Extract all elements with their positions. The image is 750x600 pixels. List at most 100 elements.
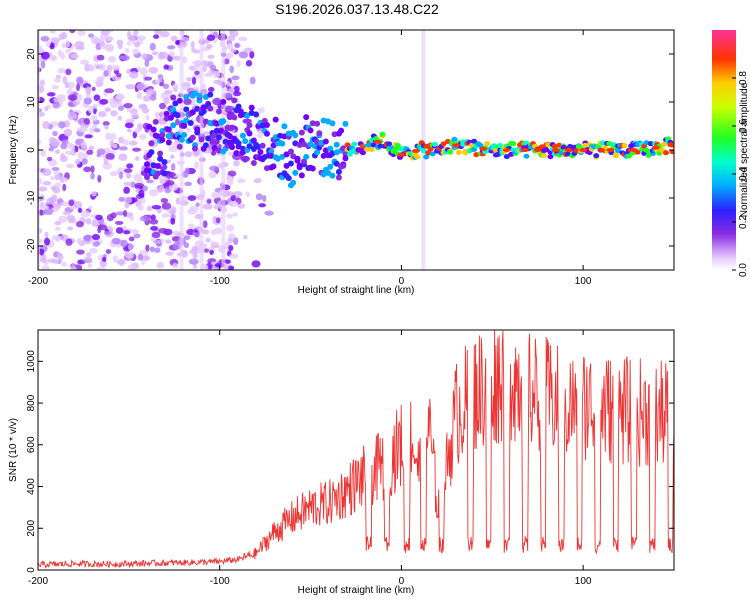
spectrogram-cell bbox=[76, 76, 84, 85]
spectrogram-ridge-cell bbox=[161, 158, 168, 165]
spectrogram-cell bbox=[172, 55, 181, 61]
spectrogram-cell bbox=[230, 81, 239, 86]
spectrogram-cell bbox=[206, 43, 213, 50]
spectrogram-ytick-label: -20 bbox=[26, 238, 37, 253]
spectrogram-ridge-cell bbox=[327, 145, 334, 152]
spectrogram-ridge-cell bbox=[599, 140, 606, 146]
spectrogram-cell bbox=[210, 241, 219, 246]
spectrogram-cell bbox=[52, 101, 60, 109]
snr-frame bbox=[37, 329, 675, 571]
spectrogram-cell bbox=[126, 68, 131, 74]
spectrogram-ridge-cell bbox=[429, 151, 436, 157]
spectrogram-cell bbox=[232, 90, 242, 97]
spectrogram-cell bbox=[46, 92, 56, 97]
spectrogram-cell bbox=[133, 30, 139, 37]
spectrogram-peak bbox=[533, 148, 542, 152]
spectrogram-ridge-cell bbox=[484, 141, 491, 147]
spectrogram-cell bbox=[151, 231, 161, 239]
spectrogram-cell bbox=[40, 60, 46, 69]
spectrogram-ridge-cell bbox=[340, 162, 347, 169]
spectrogram-ridge-cell bbox=[209, 138, 216, 145]
spectrogram-cell bbox=[233, 160, 240, 167]
spectrogram-cell bbox=[165, 239, 172, 244]
spectrogram-ridge-cell bbox=[257, 148, 264, 155]
spectrogram-ridge-cell bbox=[192, 145, 199, 152]
spectrogram-ridge-cell bbox=[226, 114, 233, 121]
spectrogram-cell bbox=[95, 43, 102, 51]
colorbar-gradient bbox=[712, 30, 736, 270]
spectrogram-cell bbox=[109, 132, 117, 141]
spectrogram-cell bbox=[150, 225, 159, 231]
snr-series bbox=[38, 330, 674, 569]
snr-line bbox=[38, 330, 674, 569]
spectrogram-ridge-cell bbox=[246, 130, 253, 137]
spectrogram-ridge-cell bbox=[379, 131, 386, 137]
spectrogram-cell bbox=[159, 30, 170, 38]
spectrogram-cell bbox=[80, 141, 87, 150]
spectrogram-cell bbox=[65, 48, 71, 54]
spectrogram-cell bbox=[191, 47, 196, 53]
spectrogram-cell bbox=[98, 63, 106, 71]
spectrogram-peak bbox=[411, 148, 420, 153]
spectrogram-cell bbox=[126, 128, 132, 133]
spectrogram-cell bbox=[39, 205, 50, 210]
spectrogram-xtick-label: -200 bbox=[28, 276, 48, 287]
spectrogram-cell bbox=[69, 30, 76, 34]
spectrogram-cell bbox=[160, 197, 169, 203]
spectrogram-cell bbox=[118, 196, 126, 202]
snr-ytick-label: 1000 bbox=[26, 350, 37, 373]
spectrogram-peak bbox=[651, 145, 660, 150]
spectrogram-ridge-cell bbox=[612, 153, 619, 159]
spectrogram-ridge-cell bbox=[250, 160, 257, 167]
spectrogram-ridge-cell bbox=[290, 179, 297, 186]
spectrogram-cell bbox=[104, 36, 113, 42]
spectrogram-cell bbox=[118, 136, 125, 144]
spectrogram-cell bbox=[144, 76, 153, 81]
spectrogram-cell bbox=[38, 186, 48, 192]
spectrogram-ridge-cell bbox=[440, 141, 447, 147]
spectrogram-cell bbox=[52, 207, 59, 213]
spectrogram-ridge-cell bbox=[497, 142, 504, 148]
spectrogram-cell bbox=[243, 47, 253, 53]
spectrogram-cell bbox=[67, 94, 78, 102]
spectrogram-cell bbox=[118, 104, 125, 112]
spectrogram-cell bbox=[105, 153, 115, 160]
spectrogram-cell bbox=[70, 143, 75, 152]
spectrogram-ridge-cell bbox=[242, 156, 249, 163]
spectrogram-ridge-cell bbox=[159, 136, 166, 143]
spectrogram-peak bbox=[502, 148, 511, 152]
spectrogram-ridge-cell bbox=[231, 114, 238, 121]
spectrogram-cell bbox=[237, 178, 246, 184]
spectrogram-cell bbox=[85, 217, 92, 225]
spectrogram-cell bbox=[96, 267, 106, 270]
spectrogram-cell bbox=[136, 66, 142, 72]
spectrogram-cell bbox=[161, 213, 171, 218]
spectrogram-cell bbox=[137, 203, 144, 211]
snr-ytick-label: 600 bbox=[26, 436, 37, 453]
spectrogram-cell bbox=[57, 96, 66, 103]
spectrogram-cell bbox=[207, 199, 212, 204]
spectrogram-ridge-cell bbox=[503, 154, 510, 160]
spectrogram-cell bbox=[139, 133, 147, 140]
spectrogram-cell bbox=[264, 210, 274, 216]
spectrogram-cell bbox=[105, 132, 111, 141]
spectrogram-ridge-cell bbox=[215, 108, 222, 115]
spectrogram-cell bbox=[257, 107, 265, 114]
spectrogram-ridge-cell bbox=[625, 153, 632, 159]
spectrogram-cell bbox=[230, 194, 236, 202]
spectrogram-cell bbox=[215, 217, 221, 224]
spectrogram-cell bbox=[50, 185, 57, 191]
spectrogram-cell bbox=[88, 33, 95, 38]
spectrogram-cell bbox=[137, 253, 144, 261]
spectrogram-ridge-cell bbox=[414, 154, 421, 160]
spectrogram-cell bbox=[84, 63, 91, 72]
spectrogram-cell bbox=[74, 41, 85, 49]
spectrogram-cell bbox=[226, 42, 234, 50]
spectrogram-ridge-cell bbox=[189, 109, 196, 116]
spectrogram-cell bbox=[92, 103, 98, 109]
spectrogram-ridge-cell bbox=[154, 162, 161, 169]
spectrogram-cell bbox=[170, 217, 176, 225]
spectrogram-ridge-cell bbox=[510, 141, 517, 147]
spectrogram-cell bbox=[115, 227, 124, 234]
